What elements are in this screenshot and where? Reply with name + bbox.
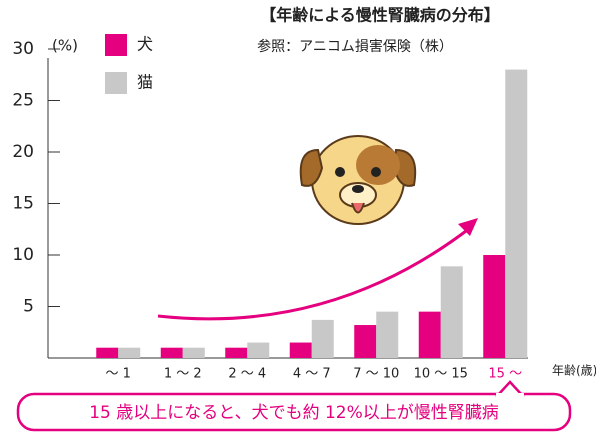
x-tick-label: 15 ～ [488, 367, 522, 382]
bar [312, 320, 334, 358]
x-tick-label: 10 ～ 15 [414, 367, 468, 382]
bar [183, 348, 205, 358]
dog-illustration [301, 136, 415, 224]
x-tick-label: 7 ～ 10 [353, 367, 399, 382]
y-unit: (%) [52, 37, 78, 55]
x-axis-label: 年齢(歳) [552, 363, 596, 378]
chart: 【年齢による慢性腎臓病の分布】 参照：アニコム損害保険（株） (%) 年齢(歳)… [0, 0, 596, 434]
y-tick-label: 25 [12, 91, 34, 111]
bar [441, 266, 463, 358]
x-tick-label: ～ 1 [106, 367, 131, 382]
bar [483, 255, 505, 358]
y-tick-label: 5 [23, 297, 34, 317]
legend-swatch [105, 34, 127, 56]
bar [419, 312, 441, 358]
chart-subtitle: 参照：アニコム損害保険（株） [257, 38, 453, 55]
bar [290, 343, 312, 358]
y-tick-label: 15 [12, 194, 34, 214]
bar [96, 348, 118, 358]
bar [247, 343, 269, 358]
x-tick-label: 1 ～ 2 [164, 367, 202, 382]
bar [354, 325, 376, 358]
y-tick-label: 10 [12, 245, 34, 265]
annotation: 15 歳以上になると、犬でも約 12%以上が慢性腎臓病 [89, 402, 499, 423]
x-tick-label: 2 ～ 4 [228, 367, 266, 382]
y-tick-label: 20 [12, 142, 34, 162]
x-tick-label: 4 ～ 7 [293, 367, 331, 382]
bar [225, 348, 247, 358]
bar [376, 312, 398, 358]
legend-label: 猫 [137, 73, 153, 92]
bar [161, 348, 183, 358]
legend-swatch [105, 72, 127, 94]
bar [118, 348, 140, 358]
legend-label: 犬 [137, 35, 153, 54]
bar [505, 70, 527, 358]
trend-arrow [158, 228, 470, 319]
y-tick-label: 30 [12, 39, 34, 59]
callout-joint [496, 393, 524, 397]
chart-title: 【年齢による慢性腎臓病の分布】 [260, 6, 500, 25]
